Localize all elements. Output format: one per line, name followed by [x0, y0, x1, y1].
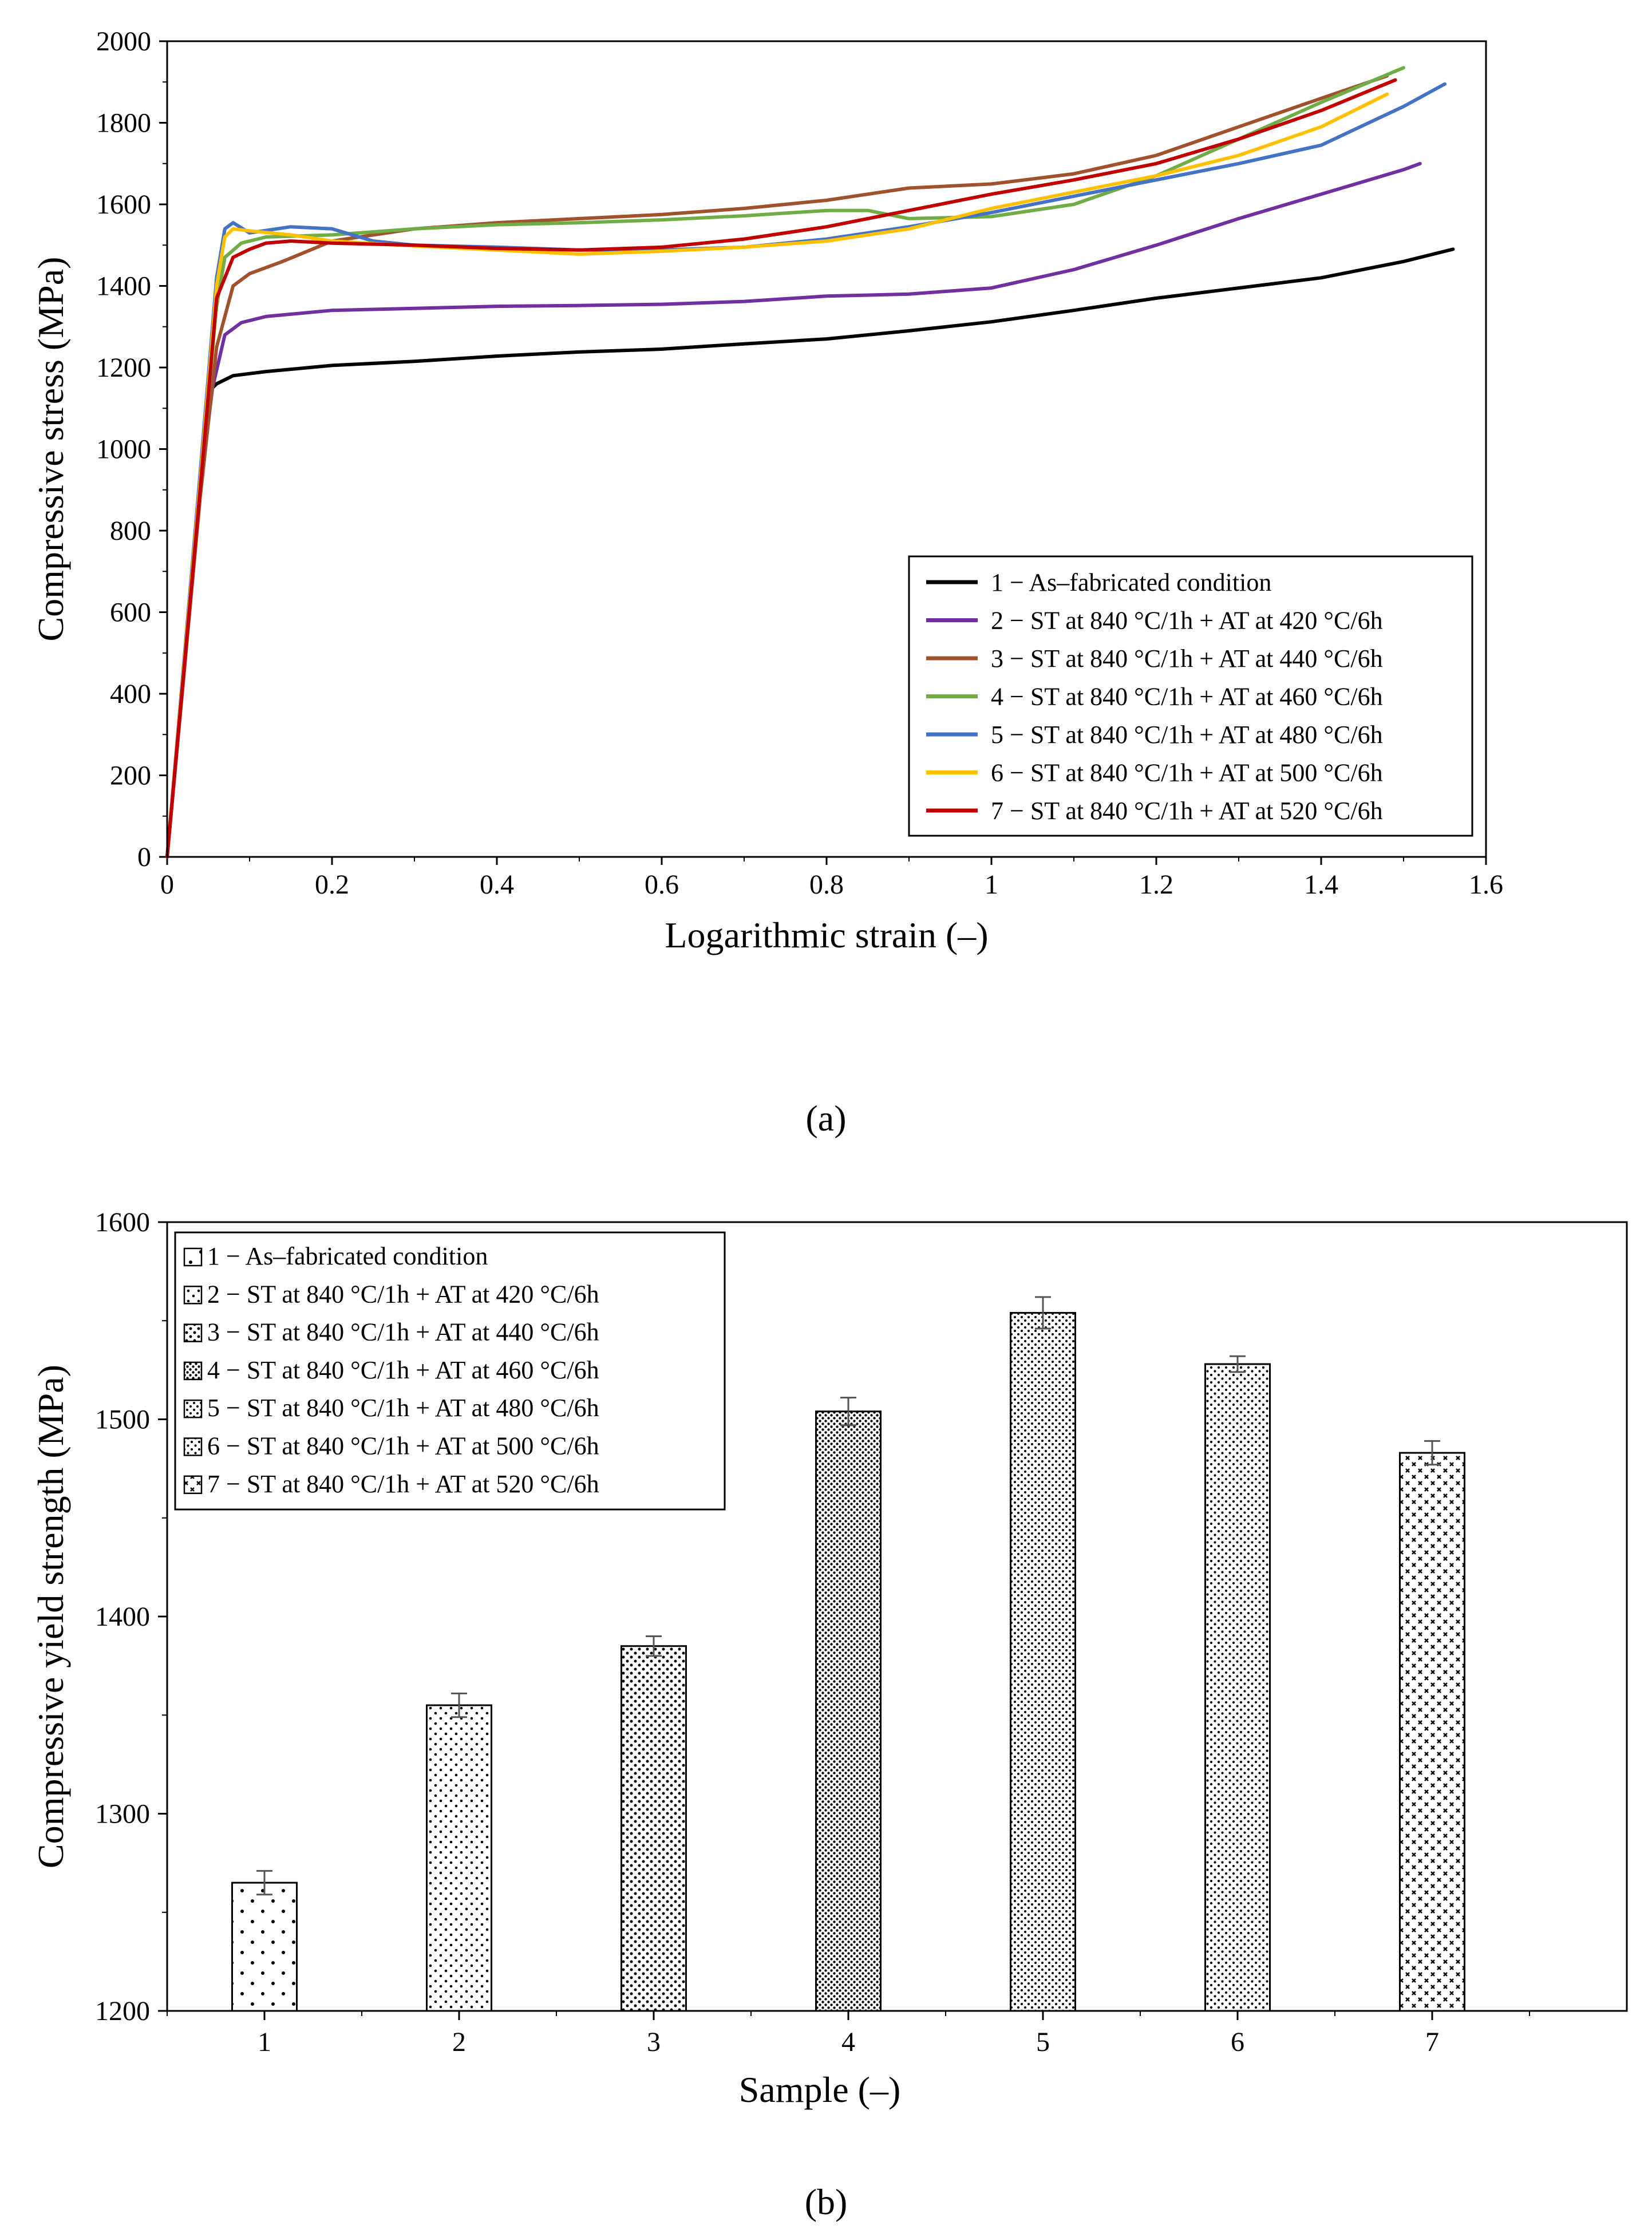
chart-b-panel-label: (b) [805, 2181, 848, 2222]
chart-a-y-tick-label: 2000 [96, 26, 151, 57]
chart-a-legend-label-4: 4 − ST at 840 °C/1h + AT at 460 °C/6h [991, 683, 1383, 711]
chart-b-bar-6 [1204, 1363, 1271, 2012]
chart-b-bar-3 [621, 1645, 687, 2012]
chart-b-legend-swatch-4 [183, 1361, 203, 1381]
chart-a-legend-label-3: 3 − ST at 840 °C/1h + AT at 440 °C/6h [991, 645, 1383, 673]
chart-a-y-tick-label: 1800 [96, 108, 151, 139]
chart-b-plot-frame [166, 1221, 1628, 2012]
chart-b-legend-swatch-5 [183, 1399, 203, 1418]
chart-a-y-tick-label: 1000 [96, 434, 151, 465]
chart-b-bar-5 [1010, 1311, 1076, 2012]
chart-a-legend: 1 − As–fabricated condition 2 − ST at 840… [908, 555, 1473, 837]
chart-a-x-tick-label: 1.2 [1139, 870, 1173, 900]
chart-b-bar-2 [426, 1704, 492, 2012]
chart-b-x-tick-label: 5 [1036, 2027, 1050, 2057]
chart-b-legend-label-5: 5 − ST at 840 °C/1h + AT at 480 °C/6h [207, 1394, 599, 1422]
chart-a-x-tick-label: 0.6 [645, 870, 679, 900]
chart-b-legend-label-7: 7 − ST at 840 °C/1h + AT at 520 °C/6h [207, 1470, 599, 1498]
chart-a-y-tick-label: 1200 [96, 353, 151, 383]
chart-a-series-4-line [165, 66, 1405, 859]
chart-a-x-tick-label: 0.4 [480, 870, 514, 900]
chart-a-x-tick-label: 0.2 [315, 870, 349, 900]
chart-b-y-tick-label: 1600 [95, 1207, 150, 1238]
chart-a-y-tick-label: 800 [110, 516, 151, 546]
chart-a-x-tick-label: 0.8 [809, 870, 844, 900]
chart-a-y-tick-label: 0 [137, 842, 151, 872]
chart-a-x-axis-title: Logarithmic strain (–) [665, 915, 988, 955]
chart-b-bar-1 [231, 1882, 298, 2012]
chart-b-legend-label-1: 1 − As–fabricated condition [207, 1242, 488, 1270]
chart-a-x-tick-label: 1 [985, 870, 998, 900]
chart-b-legend-swatch-7 [183, 1475, 203, 1495]
chart-a-series-3-line [165, 74, 1389, 859]
chart-a-x-tick-label: 0 [160, 870, 174, 900]
chart-b-bars [231, 1296, 1465, 2012]
chart-a-plot-frame [166, 40, 1487, 858]
chart-b-legend-label-3: 3 − ST at 840 °C/1h + AT at 440 °C/6h [207, 1318, 599, 1346]
chart-a-y-tick-label: 400 [110, 679, 151, 709]
chart-a-y-axis-title: Compressive stress (MPa) [30, 257, 71, 642]
chart-a-series-7-line [165, 78, 1397, 859]
chart-b-legend-label-4: 4 − ST at 840 °C/1h + AT at 460 °C/6h [207, 1356, 599, 1384]
chart-b-legend-swatch-3 [183, 1323, 203, 1342]
chart-a-legend-label-5: 5 − ST at 840 °C/1h + AT at 480 °C/6h [991, 721, 1383, 749]
chart-a-x-tick-label: 1.4 [1304, 870, 1338, 900]
chart-b-bar-7 [1399, 1452, 1465, 2012]
chart-b-x-tick-label: 6 [1231, 2027, 1244, 2057]
chart-b-bar-4 [815, 1410, 882, 2012]
chart-b-y-tick-label: 1400 [95, 1602, 150, 1632]
chart-b-x-axis-title: Sample (–) [739, 2069, 901, 2110]
chart-b-legend-swatch-2 [183, 1286, 203, 1305]
chart-b-x-tick-label: 1 [258, 2027, 271, 2057]
chart-a-legend-label-7: 7 − ST at 840 °C/1h + AT at 520 °C/6h [991, 797, 1383, 825]
chart-a: 0 0.2 0.4 0.6 0.8 1 1.2 1.4 1.6 0 200 400 600 800 1000… [30, 26, 1503, 1139]
chart-a-panel-label: (a) [805, 1098, 846, 1139]
chart-a-y-tick-label: 1600 [96, 189, 151, 220]
chart-b-y-tick-label: 1200 [95, 1996, 150, 2026]
chart-a-x-tick-label: 1.6 [1469, 870, 1503, 900]
chart-a-series [165, 66, 1455, 859]
chart-b-y-tick-label: 1300 [95, 1799, 150, 1829]
chart-b: 1200 1300 1400 1500 1600 1 2 3 4 5 6 7 1 − As–fabri… [30, 1207, 1628, 2222]
chart-b-x-tick-label: 3 [647, 2027, 661, 2057]
chart-b-x-tick-label: 2 [452, 2027, 466, 2057]
chart-a-y-tick-label: 200 [110, 761, 151, 791]
chart-a-legend-box [908, 555, 1473, 837]
chart-a-y-tick-label: 1400 [96, 271, 151, 302]
chart-b-y-axis-title: Compressive yield strength (MPa) [30, 1365, 71, 1868]
chart-b-legend-label-6: 6 − ST at 840 °C/1h + AT at 500 °C/6h [207, 1432, 599, 1460]
chart-a-legend-label-2: 2 − ST at 840 °C/1h + AT at 420 °C/6h [991, 607, 1383, 635]
chart-b-axes: 1200 1300 1400 1500 1600 1 2 3 4 5 6 7 [95, 1207, 1530, 2057]
chart-b-x-tick-label: 4 [841, 2027, 855, 2057]
chart-b-legend: 1 − As–fabricated condition 2 − ST at 840… [174, 1231, 726, 1511]
chart-a-axes: 0 0.2 0.4 0.6 0.8 1 1.2 1.4 1.6 0 200 400 600 800 1000… [96, 26, 1503, 900]
chart-a-legend-label-6: 6 − ST at 840 °C/1h + AT at 500 °C/6h [991, 759, 1383, 787]
chart-b-legend-box [174, 1231, 726, 1511]
chart-a-y-tick-label: 600 [110, 598, 151, 628]
chart-a-legend-label-1: 1 − As–fabricated condition [991, 568, 1271, 596]
chart-b-legend-label-2: 2 − ST at 840 °C/1h + AT at 420 °C/6h [207, 1280, 599, 1308]
chart-b-y-tick-label: 1500 [95, 1405, 150, 1435]
chart-a-series-6-line [165, 92, 1389, 859]
chart-b-x-tick-label: 7 [1425, 2027, 1439, 2057]
chart-b-legend-swatch-6 [183, 1437, 203, 1456]
chart-b-legend-swatch-1 [183, 1247, 203, 1267]
chart-a-series-2-line [165, 161, 1422, 859]
